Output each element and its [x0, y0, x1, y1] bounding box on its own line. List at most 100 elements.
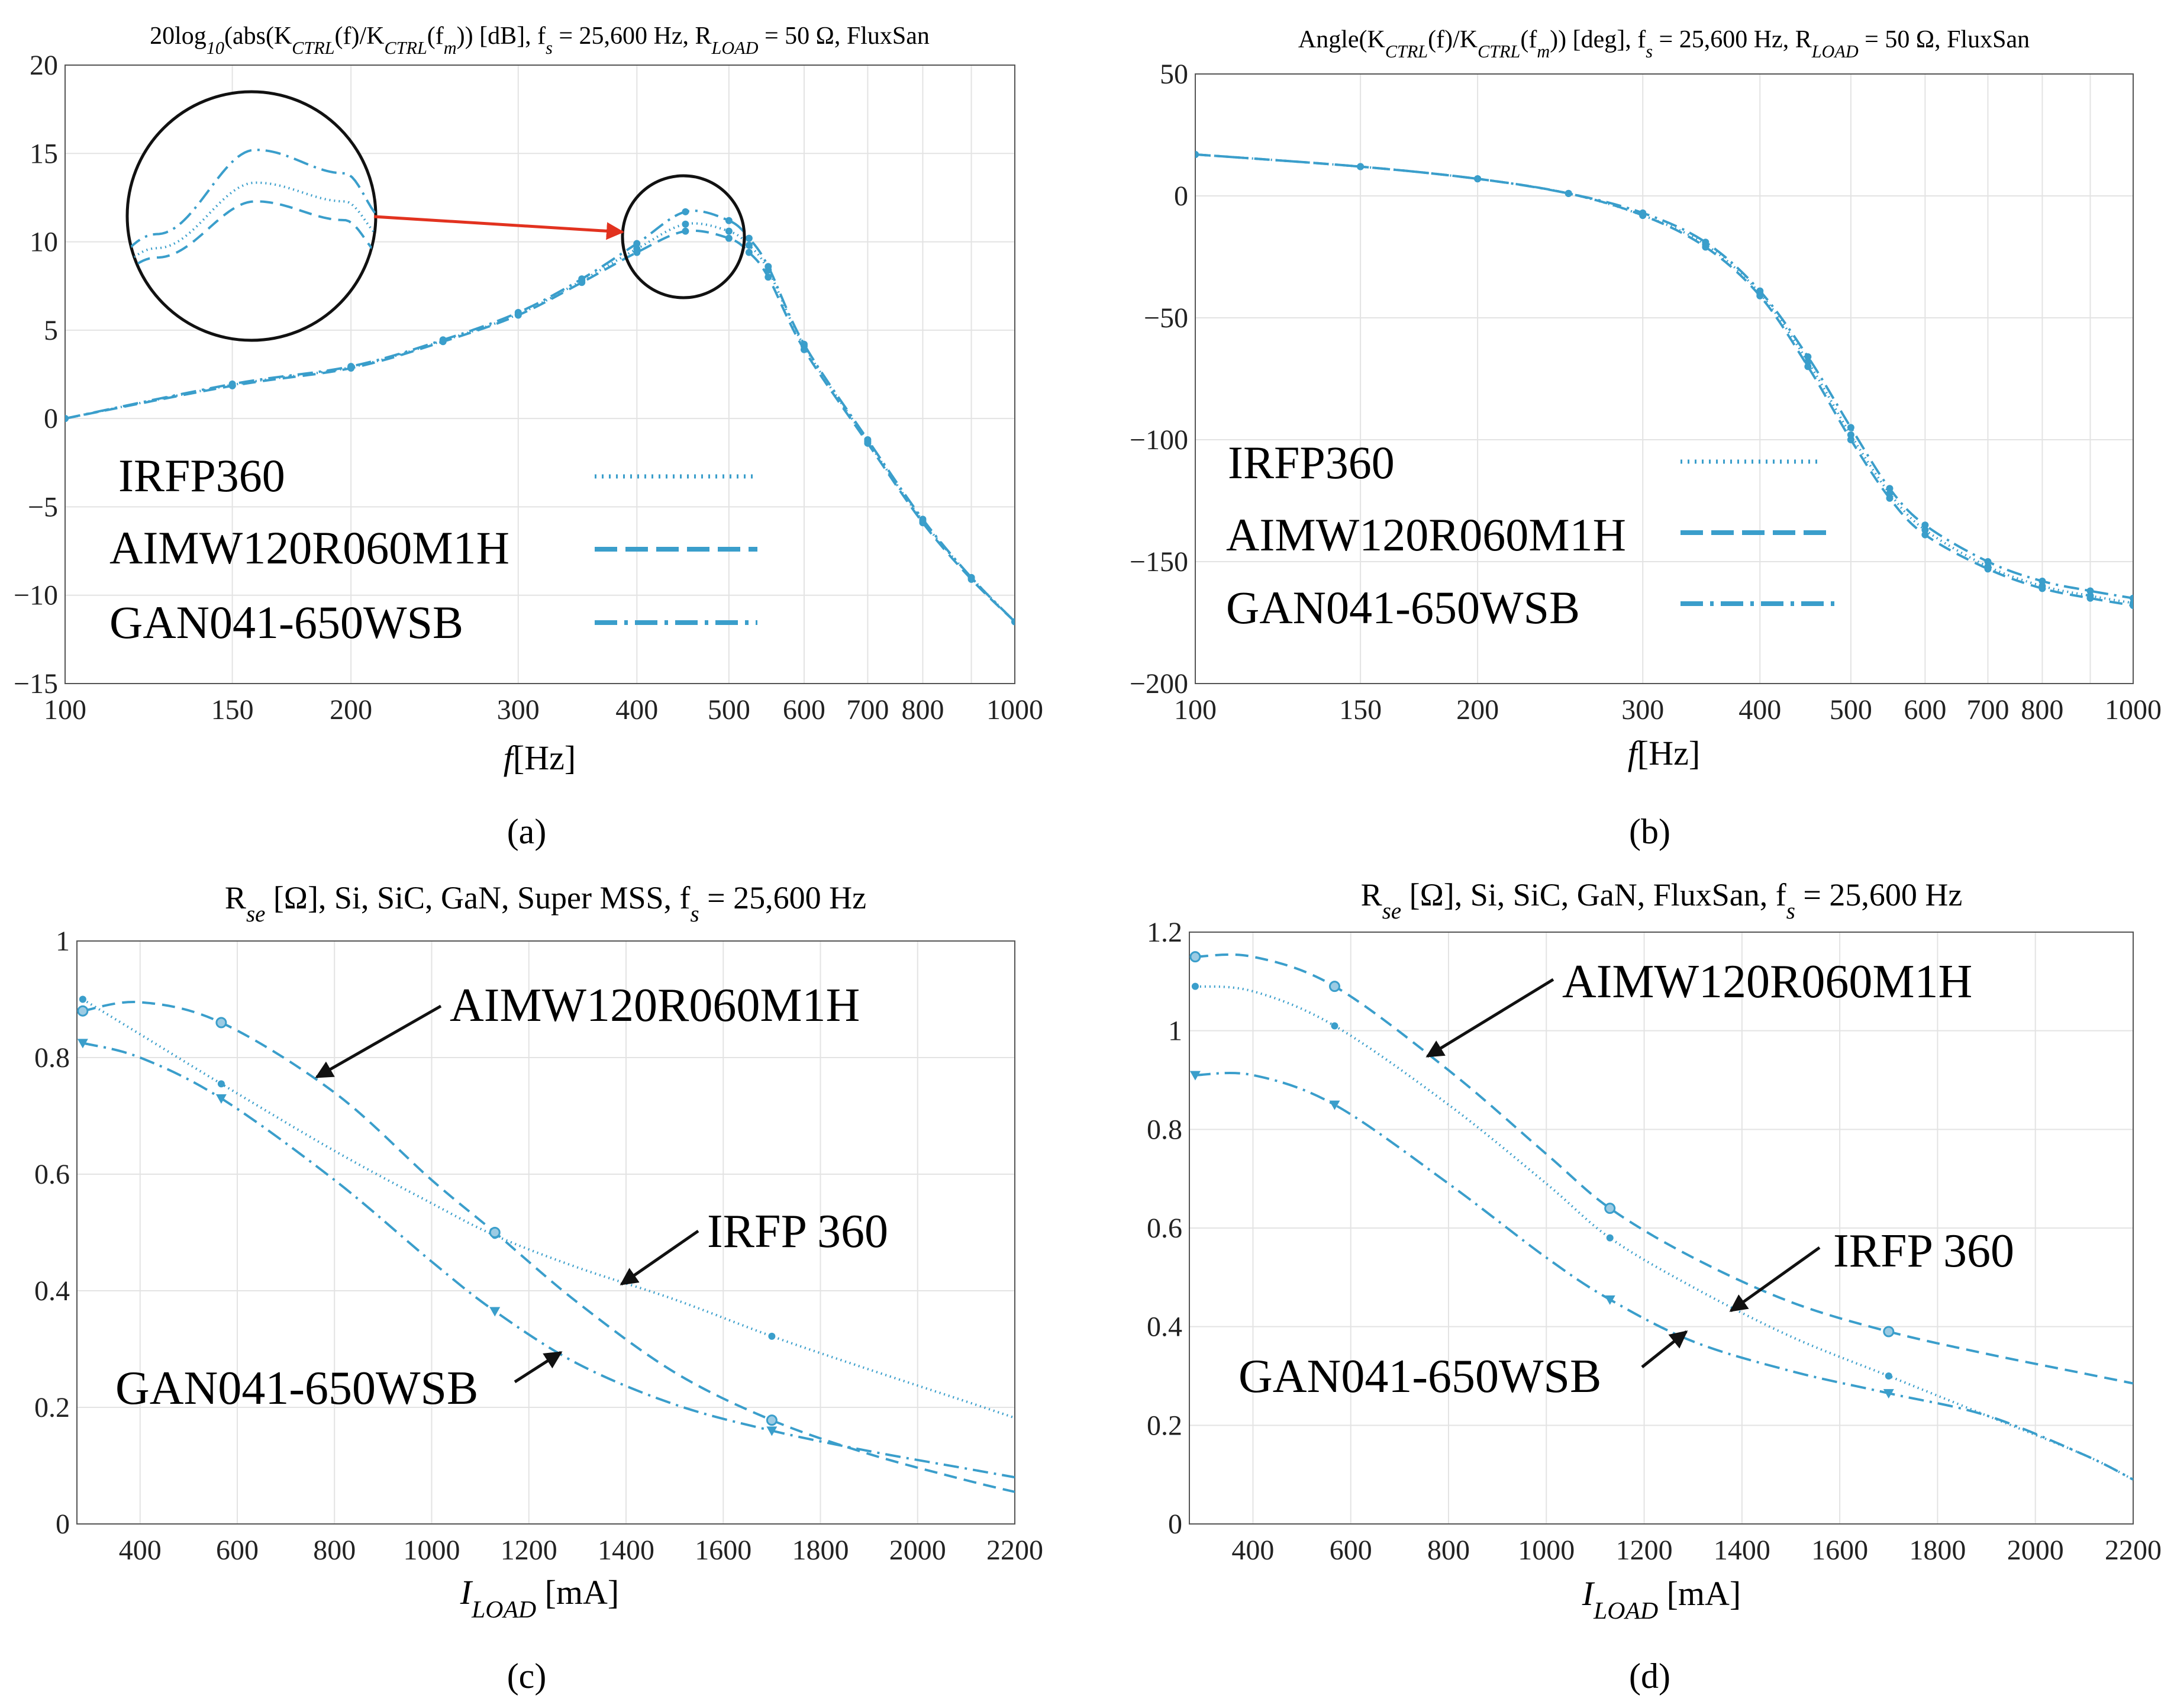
annotation-arrow-irfp360: [1729, 1246, 1821, 1313]
x-tick-label: 600: [216, 1535, 259, 1566]
legend-label-irfp360: IRFP360: [1228, 437, 1395, 488]
x-tick-label: 400: [615, 694, 658, 726]
x-tick-label: 200: [330, 694, 372, 726]
y-tick-label: 1.2: [1147, 917, 1182, 948]
annotation-arrow-aimw120r060m1h: [315, 1004, 442, 1079]
chart-title: Rse [Ω], Si, SiC, GaN, Super MSS, fs = 2…: [225, 880, 866, 927]
x-tick-label: 2200: [986, 1535, 1043, 1566]
data-point-gan041-650wsb: [439, 336, 447, 344]
annotations: AIMW120R060M1H IRFP 360 GAN041-650WSB: [115, 979, 888, 1414]
title-fragment: R: [1361, 877, 1382, 913]
x-tick-label: 800: [1427, 1535, 1470, 1566]
data-point-aimw120r060m1h: [2038, 585, 2046, 592]
title-fragment: m: [1537, 41, 1550, 62]
annotation-gan041-650wsb: GAN041-650WSB: [1238, 1351, 1601, 1403]
x-tick-label: 1400: [1714, 1535, 1770, 1566]
title-fragment: = 25,600 Hz: [699, 880, 866, 916]
data-point-gan041-650wsb: [489, 1307, 501, 1317]
data-point-aimw120r060m1h: [745, 249, 753, 256]
x-tick-label: 1000: [2105, 694, 2162, 726]
data-point-gan041-650wsb: [1357, 163, 1365, 170]
chart-title: 20log10(abs(KCTRL(f)/KCTRL(fm)) [dB], fs…: [150, 22, 930, 58]
x-label-symbol: I: [1582, 1574, 1595, 1613]
series-line-aimw120r060m1h: [1195, 953, 2133, 1385]
title-fragment: s: [691, 901, 699, 927]
title-fragment: (f: [427, 22, 444, 50]
x-tick-label: 1200: [501, 1535, 557, 1566]
title-fragment: CTRL: [1385, 41, 1428, 62]
data-point-aimw120r060m1h: [1189, 951, 1201, 963]
series-lines: [65, 208, 1015, 626]
title-fragment: CTRL: [1478, 41, 1520, 62]
data-point-irfp360: [1885, 1372, 1892, 1380]
title-fragment: 10: [207, 38, 224, 58]
chart-title: Angle(KCTRL(f)/KCTRL(fm)) [deg], fs = 25…: [1298, 26, 2030, 62]
annotation-irfp360: IRFP 360: [707, 1206, 888, 1258]
data-point-irfp360: [1847, 431, 1854, 439]
data-point-gan041-650wsb: [967, 573, 975, 581]
x-label-unit: [Hz]: [513, 739, 576, 777]
y-tick-label: 0.8: [1147, 1114, 1182, 1145]
title-fragment: Angle(K: [1298, 26, 1385, 53]
data-point-aimw120r060m1h: [633, 249, 641, 256]
x-tick-label: 1600: [1811, 1535, 1868, 1566]
data-point-aimw120r060m1h: [1328, 981, 1340, 992]
x-tick-label: 1000: [404, 1535, 460, 1566]
data-point-gan041-650wsb: [682, 208, 689, 215]
data-point-gan041-650wsb: [77, 1039, 88, 1049]
data-point-gan041-650wsb: [1639, 209, 1647, 217]
y-tick-label: 10: [30, 227, 58, 258]
data-point-gan041-650wsb: [1756, 287, 1764, 295]
tick-labels: 100 150 200 300 400 500 600 700 800 1000 −15 −10 −5 0…: [14, 50, 1043, 726]
y-tick-label: 20: [30, 50, 58, 81]
y-tick-label: 0: [1168, 1509, 1182, 1540]
x-tick-label: 2000: [2007, 1535, 2064, 1566]
data-point-aimw120r060m1h: [215, 1017, 227, 1029]
data-point-gan041-650wsb: [745, 234, 753, 242]
x-tick-label: 1200: [1616, 1535, 1673, 1566]
title-fragment: LOAD: [711, 38, 759, 58]
x-tick-label: 800: [2021, 694, 2063, 726]
data-point-gan041-650wsb: [725, 217, 733, 224]
x-label-unit: [mA]: [1658, 1574, 1741, 1613]
series-lines: [77, 995, 1015, 1493]
y-tick-label: −5: [28, 491, 58, 523]
y-tick-label: −50: [1144, 302, 1188, 334]
annotation-irfp360: IRFP 360: [1833, 1225, 2014, 1277]
data-point-aimw120r060m1h: [1886, 494, 1894, 502]
series-lines: [1195, 150, 2133, 610]
data-point-gan041-650wsb: [2086, 587, 2094, 595]
title-fragment: = 50 Ω, FluxSan: [1859, 26, 2030, 53]
title-fragment: = 50 Ω, FluxSan: [758, 22, 929, 50]
plot-frame: [64, 65, 1015, 684]
data-point-gan041-650wsb: [2130, 594, 2133, 602]
panel-b-phase-chart: 100 150 200 300 400 500 600 700 800 1000−200−150−…: [1130, 26, 2162, 851]
plot-frame: [76, 940, 1015, 1525]
data-point-aimw120r060m1h: [1984, 565, 1992, 573]
x-tick-label: 1600: [695, 1535, 751, 1566]
data-point-gan041-650wsb: [1195, 150, 1199, 158]
data-point-gan041-650wsb: [228, 380, 236, 388]
title-fragment: = 25,600 Hz: [1795, 877, 1962, 913]
title-fragment: s: [546, 38, 553, 58]
title-fragment: 20log: [150, 22, 207, 50]
panel-label: (a): [507, 812, 547, 851]
data-point-aimw120r060m1h: [766, 1414, 778, 1426]
data-point-gan041-650wsb: [65, 415, 69, 423]
y-tick-label: 0.4: [1147, 1311, 1182, 1343]
x-tick-label: 1000: [1518, 1535, 1575, 1566]
data-point-aimw120r060m1h: [77, 1005, 89, 1017]
data-point-gan041-650wsb: [215, 1094, 227, 1104]
data-point-aimw120r060m1h: [682, 227, 689, 235]
x-tick-label: 500: [1830, 694, 1872, 726]
x-tick-label: 700: [846, 694, 889, 726]
title-fragment: = 25,600 Hz, R: [553, 22, 712, 50]
legend-label-aimw120r060m1h: AIMW120R060M1H: [109, 522, 509, 573]
title-fragment: se: [246, 901, 265, 927]
data-point-gan041-650wsb: [1565, 189, 1572, 197]
x-tick-label: 400: [1738, 694, 1781, 726]
tick-labels: 400 600 800 1000 1200 1400 1600 1800 2000 2200 0 0.…: [1147, 917, 2162, 1566]
data-point-irfp360: [1191, 982, 1199, 990]
tick-labels: 400 600 800 1000 1200 1400 1600 1800 2000 2200 0 0.…: [34, 926, 1043, 1566]
title-fragment: m: [444, 38, 457, 58]
